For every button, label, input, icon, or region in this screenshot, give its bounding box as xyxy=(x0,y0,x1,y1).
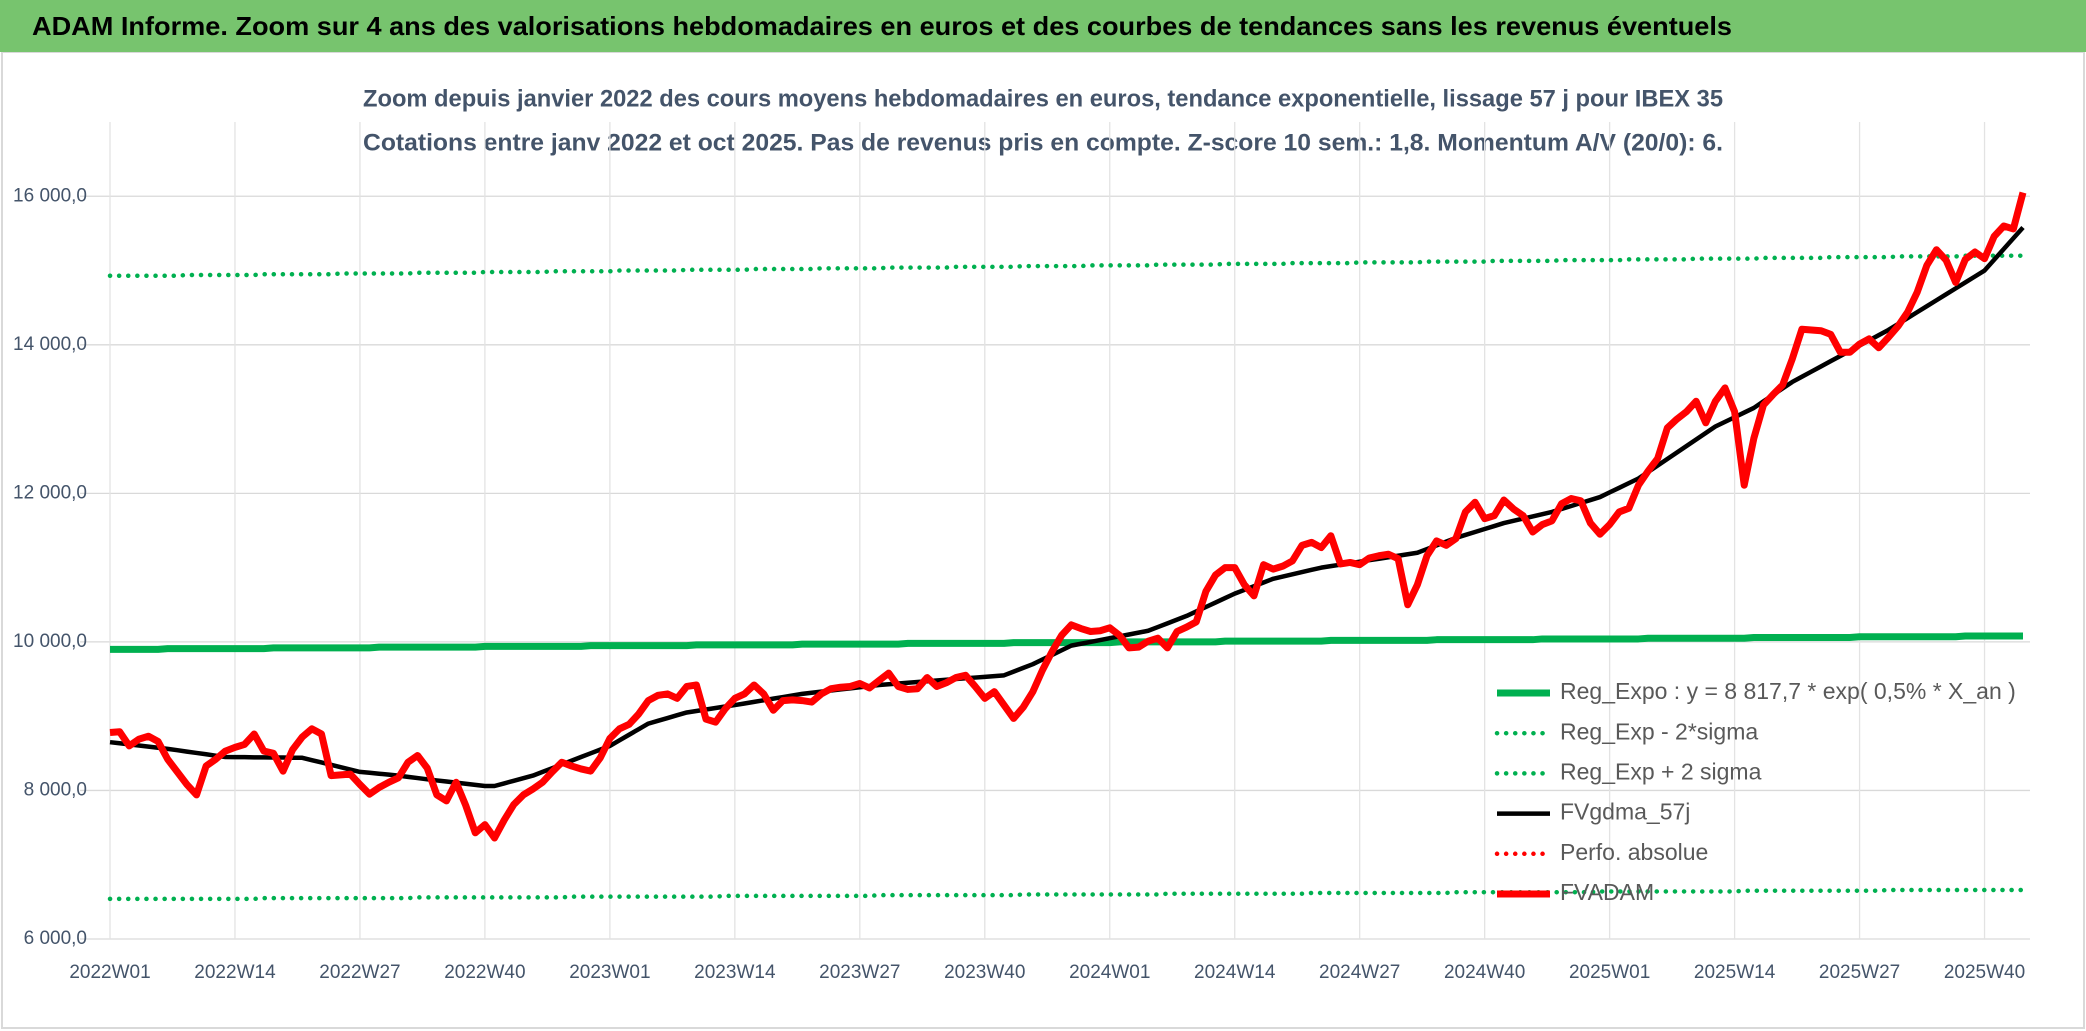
header-bar xyxy=(0,0,2086,52)
x-tick-label: 2022W27 xyxy=(319,962,400,983)
y-tick-label: 8 000,0 xyxy=(24,779,87,800)
x-tick-label: 2025W14 xyxy=(1694,962,1776,983)
legend-label: Perfo. absolue xyxy=(1560,839,1708,865)
x-tick-label: 2023W40 xyxy=(944,962,1025,983)
x-tick-label: 2022W40 xyxy=(444,962,525,983)
y-tick-label: 14 000,0 xyxy=(13,334,87,355)
legend-label: FVADAM xyxy=(1560,879,1654,905)
series-line xyxy=(110,632,2023,653)
chart-subtitle: Cotations entre janv 2022 et oct 2025. P… xyxy=(363,129,1723,156)
series-line xyxy=(107,253,2026,278)
legend: Reg_Expo : y = 8 817,7 * exp( 0,5% * X_a… xyxy=(1494,678,2016,905)
x-tick-label: 2023W27 xyxy=(819,962,900,983)
x-tick-label: 2024W14 xyxy=(1194,962,1276,983)
x-tick-label: 2022W01 xyxy=(69,962,150,983)
legend-label: Reg_Exp - 2*sigma xyxy=(1560,718,1758,744)
y-tick-label: 12 000,0 xyxy=(13,482,87,503)
series-line xyxy=(107,887,2026,902)
y-tick-label: 16 000,0 xyxy=(13,185,87,206)
x-tick-label: 2025W40 xyxy=(1944,962,2025,983)
x-tick-label: 2023W01 xyxy=(569,962,650,983)
x-tick-label: 2022W14 xyxy=(194,962,276,983)
grid: 6 000,0 8 000,0 10 000,0 12 000,0 14 000,0 16… xyxy=(13,122,2030,983)
chart-subtitle: Zoom depuis janvier 2022 des cours moyen… xyxy=(363,85,1723,112)
x-tick-label: 2023W14 xyxy=(694,962,776,983)
x-tick-label: 2024W40 xyxy=(1444,962,1525,983)
y-tick-label: 6 000,0 xyxy=(24,928,87,949)
legend-label: FVgdma_57j xyxy=(1560,799,1690,825)
chart-title: ADAM Informe. Zoom sur 4 ans des valoris… xyxy=(32,11,1732,41)
legend-label: Reg_Expo : y = 8 817,7 * exp( 0,5% * X_a… xyxy=(1560,678,2016,704)
x-tick-label: 2024W01 xyxy=(1069,962,1150,983)
chart-frame xyxy=(1,51,2085,1029)
plot xyxy=(107,191,2027,902)
legend-label: Reg_Exp + 2 sigma xyxy=(1560,758,1762,784)
x-tick-label: 2025W27 xyxy=(1819,962,1900,983)
y-tick-label: 10 000,0 xyxy=(13,631,87,652)
x-tick-label: 2025W01 xyxy=(1569,962,1650,983)
series-line xyxy=(109,191,2027,842)
x-tick-label: 2024W27 xyxy=(1319,962,1400,983)
